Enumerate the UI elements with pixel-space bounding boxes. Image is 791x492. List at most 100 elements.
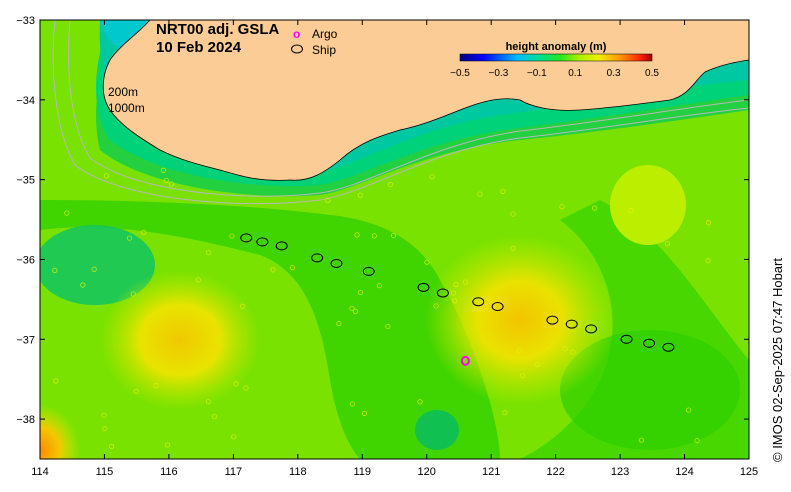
lon-tick-label: 116	[160, 466, 178, 478]
background-obs-dot	[153, 383, 159, 389]
lat-tick-label: −33	[16, 15, 35, 27]
background-obs-dot	[559, 204, 565, 210]
ship-observation-marker	[311, 253, 324, 263]
argo-markers	[460, 355, 470, 366]
lon-tick-label: 125	[740, 466, 758, 478]
background-obs-dot	[336, 320, 342, 327]
background-obs-dot	[453, 282, 459, 288]
longitude-axis: 114 115 116 117 118 119 120 121 122 123 124 125	[31, 20, 758, 478]
background-obs-dot	[664, 241, 671, 247]
ship-observation-marker	[240, 233, 253, 243]
ship-observation-marker	[643, 338, 656, 348]
background-obs-dot	[429, 174, 435, 180]
background-obs-dot	[126, 235, 133, 241]
background-obs-dot	[53, 378, 59, 384]
lat-tick-label: −35	[16, 175, 35, 187]
imos-credit: © IMOS 02-Sep-2025 07:47 Hobart	[770, 258, 785, 462]
background-obs-dot	[109, 443, 115, 449]
background-obs-dot	[325, 197, 331, 204]
ship-observation-marker	[472, 297, 485, 307]
background-obs-dot	[628, 208, 634, 214]
background-observations	[52, 167, 712, 449]
warm-patch-northeast	[610, 165, 686, 245]
lat-tick-label: −34	[16, 95, 35, 107]
background-obs-dot	[433, 303, 439, 309]
lon-tick-label: 115	[96, 466, 114, 478]
lon-tick-label: 124	[675, 466, 693, 478]
background-obs-dot	[357, 192, 363, 198]
background-obs-dot	[417, 399, 423, 405]
background-obs-dot	[462, 279, 469, 285]
background-obs-dot	[141, 229, 147, 236]
background-obs-dot	[164, 442, 170, 448]
ship-observation-marker	[585, 324, 598, 334]
plot-frame	[39, 19, 750, 460]
background-obs-dot	[133, 388, 139, 394]
background-obs-dot	[349, 401, 355, 407]
colorbar-tick-label: 0.3	[607, 68, 621, 79]
argo-float-marker	[460, 355, 470, 366]
background-obs-dot	[477, 191, 483, 197]
ship-observation-marker	[362, 266, 375, 276]
background-obs-dot	[101, 412, 107, 418]
background-obs-dot	[424, 259, 430, 265]
ship-observation-marker	[565, 319, 578, 329]
background-obs-dot	[160, 167, 166, 173]
background-obs-dot	[205, 399, 211, 405]
argo-legend-symbol: o	[293, 27, 300, 41]
map-date: 10 Feb 2024	[156, 39, 242, 56]
background-obs-dot	[270, 267, 276, 273]
lat-tick-label: −36	[16, 254, 35, 266]
isobath-label-200m: 200m	[108, 85, 138, 99]
background-obs-dot	[390, 232, 397, 239]
lon-tick-label: 123	[611, 466, 629, 478]
warm-eddy-southwest	[40, 405, 80, 459]
lon-tick-label: 118	[289, 466, 307, 478]
background-obs-dot	[385, 323, 391, 330]
ship-observation-marker	[275, 241, 288, 251]
background-obs-dot	[376, 283, 382, 289]
colorbar-ticks: −0.5 −0.3 −0.1 0.1 0.3 0.5	[450, 68, 659, 79]
background-obs-dot	[229, 233, 235, 239]
green-patch-southeast	[560, 330, 740, 450]
background-obs-dot	[102, 425, 108, 432]
background-obs-dot	[570, 349, 576, 355]
ship-observation-marker	[417, 282, 430, 292]
background-obs-dot	[80, 282, 86, 288]
background-obs-dot	[510, 245, 516, 251]
background-obs-dot	[233, 381, 239, 387]
warm-eddy-west	[100, 270, 260, 410]
anomaly-field	[40, 20, 749, 459]
background-obs-dot	[240, 303, 246, 309]
background-obs-dot	[195, 277, 201, 283]
cool-eddy-west	[40, 225, 155, 305]
background-obs-dot	[206, 249, 212, 256]
background-obs-dot	[243, 385, 249, 391]
colorbar-title: height anomaly (m)	[506, 41, 607, 53]
cool-eddy-south	[415, 410, 459, 450]
background-obs-dot	[592, 205, 598, 211]
colorbar-tick-label: −0.5	[450, 68, 470, 79]
background-obs-dot	[168, 181, 175, 187]
colorbar-tick-label: −0.1	[527, 68, 547, 79]
background-obs-dot	[705, 258, 711, 264]
background-obs-dot	[534, 362, 540, 368]
ship-observation-marker	[436, 288, 449, 298]
ship-observation-marker	[491, 302, 504, 312]
background-obs-dot	[387, 181, 393, 188]
colorbar-tick-label: 0.1	[568, 68, 582, 79]
lat-tick-label: −38	[16, 414, 35, 426]
background-obs-dot	[352, 308, 358, 314]
colorbar-tick-label: 0.5	[645, 68, 659, 79]
background-obs-dot	[502, 410, 508, 416]
green-band-west	[40, 200, 500, 459]
lon-tick-label: 121	[482, 466, 500, 478]
colorbar-ramp	[459, 53, 653, 62]
isobath-1000m	[52, 20, 749, 205]
background-obs-dot	[450, 290, 457, 296]
background-obs-dot	[357, 289, 364, 296]
lat-tick-label: −37	[16, 334, 35, 346]
background-obs-dot	[500, 188, 506, 194]
background-obs-dot	[289, 265, 295, 271]
ship-legend-symbol	[291, 44, 303, 54]
